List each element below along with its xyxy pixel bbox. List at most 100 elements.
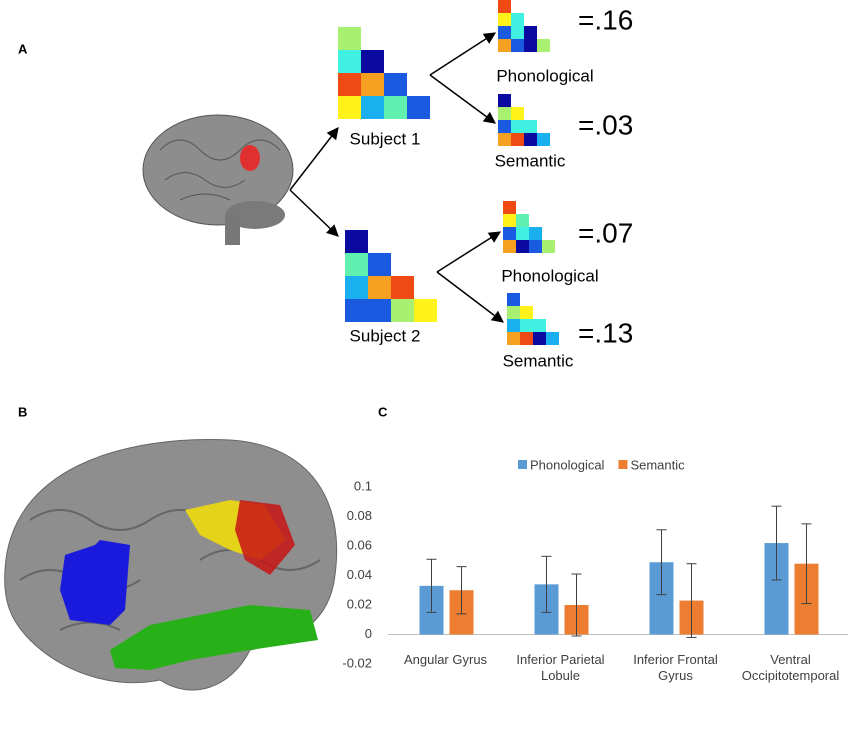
matrix-cell — [503, 201, 516, 214]
model-label: Semantic — [495, 151, 566, 170]
matrix-cell — [533, 332, 546, 345]
matrix-cell — [384, 96, 407, 119]
matrix-cell — [361, 96, 384, 119]
y-tick-label: 0.02 — [347, 596, 372, 611]
correlation: =.13 — [578, 317, 633, 348]
matrix-cell — [498, 13, 511, 26]
matrix-cell — [524, 39, 537, 52]
matrix-cell — [414, 299, 437, 322]
matrix-cell — [498, 26, 511, 39]
error-bar — [771, 505, 782, 581]
matrix-cell — [368, 299, 391, 322]
matrix-cell — [529, 227, 542, 240]
matrix-cell — [345, 253, 368, 276]
legend-label: Semantic — [630, 457, 685, 472]
error-bar — [456, 566, 467, 615]
x-tick-label: Inferior Frontal Gyrus — [633, 652, 718, 683]
matrix-cell — [520, 319, 533, 332]
y-tick-label: 0.04 — [347, 567, 372, 582]
brain-icon — [142, 114, 294, 245]
matrix-cell — [507, 293, 520, 306]
error-bar — [801, 523, 812, 605]
matrix-cell — [511, 39, 524, 52]
correlation: =.16 — [578, 4, 633, 35]
arrows — [289, 32, 504, 323]
brain-image — [4, 439, 338, 691]
panel-label: A — [18, 41, 28, 56]
matrix-cell — [529, 240, 542, 253]
correlation: =.07 — [578, 217, 633, 248]
matrix-cell — [542, 240, 555, 253]
matrix-cell — [524, 133, 537, 146]
error-bar — [541, 555, 552, 613]
panel-label: B — [18, 404, 27, 419]
x-tick-label: Ventral Occipitotemporal — [741, 652, 840, 683]
correlation: =.03 — [578, 109, 633, 140]
bar-chart: -0.02 0 0.02 0.04 0.06 0.08 0.1 Phonological Sem… — [342, 457, 848, 670]
matrix-cell — [498, 120, 511, 133]
matrix-cell — [511, 120, 524, 133]
error-bar — [686, 563, 697, 638]
matrix-cell — [503, 214, 516, 227]
error-bar — [571, 573, 582, 637]
matrix-cell — [391, 276, 414, 299]
matrix-cell — [498, 107, 511, 120]
matrix-cell — [511, 13, 524, 26]
model-label: Phonological — [501, 266, 598, 285]
legend-label: Phonological — [530, 457, 605, 472]
matrices — [338, 0, 559, 345]
matrix-cell — [391, 299, 414, 322]
matrix-cell — [338, 73, 361, 96]
matrix-cell — [368, 276, 391, 299]
matrix-cell — [361, 73, 384, 96]
y-tick-label: 0.08 — [347, 508, 372, 523]
matrix-cell — [537, 39, 550, 52]
matrix-cell — [533, 319, 546, 332]
matrix-cell — [516, 214, 529, 227]
matrix-cell — [361, 50, 384, 73]
matrix-cell — [498, 0, 511, 13]
matrix-cell — [345, 276, 368, 299]
matrix-cell — [368, 253, 391, 276]
subject-label: Subject 2 — [350, 326, 421, 345]
y-tick-label: 0.1 — [354, 478, 372, 493]
model-label: Phonological — [496, 66, 593, 85]
matrix-cell — [537, 133, 550, 146]
y-tick-label: 0 — [365, 626, 372, 641]
model-label: Semantic — [503, 351, 574, 370]
error-bar — [426, 558, 437, 613]
y-tick-label: 0.06 — [347, 537, 372, 552]
matrix-cell — [338, 50, 361, 73]
x-tick-label: Inferior Parietal Lobule — [516, 652, 605, 683]
matrix-cell — [520, 332, 533, 345]
matrix-cell — [507, 306, 520, 319]
matrix-cell — [507, 332, 520, 345]
x-tick-label: Angular Gyrus — [403, 652, 488, 667]
matrix-cell — [516, 227, 529, 240]
matrix-cell — [546, 332, 559, 345]
matrix-cell — [503, 240, 516, 253]
matrix-cell — [511, 26, 524, 39]
matrix-cell — [511, 107, 524, 120]
matrix-cell — [345, 299, 368, 322]
matrix-cell — [520, 306, 533, 319]
matrix-cell — [338, 27, 361, 50]
matrix-cell — [524, 26, 537, 39]
matrix-cell — [338, 96, 361, 119]
matrix-cell — [516, 240, 529, 253]
matrix-cell — [498, 39, 511, 52]
y-tick-label: -0.02 — [342, 655, 372, 670]
matrix-cell — [507, 319, 520, 332]
matrix-cell — [498, 94, 511, 107]
matrix-cell — [407, 96, 430, 119]
legend-swatch — [518, 460, 527, 469]
panel-label: C — [378, 404, 388, 419]
matrix-cell — [384, 73, 407, 96]
matrix-cell — [498, 133, 511, 146]
matrix-cell — [511, 133, 524, 146]
error-bar — [656, 529, 667, 596]
subject-label: Subject 1 — [350, 129, 421, 148]
matrix-cell — [503, 227, 516, 240]
